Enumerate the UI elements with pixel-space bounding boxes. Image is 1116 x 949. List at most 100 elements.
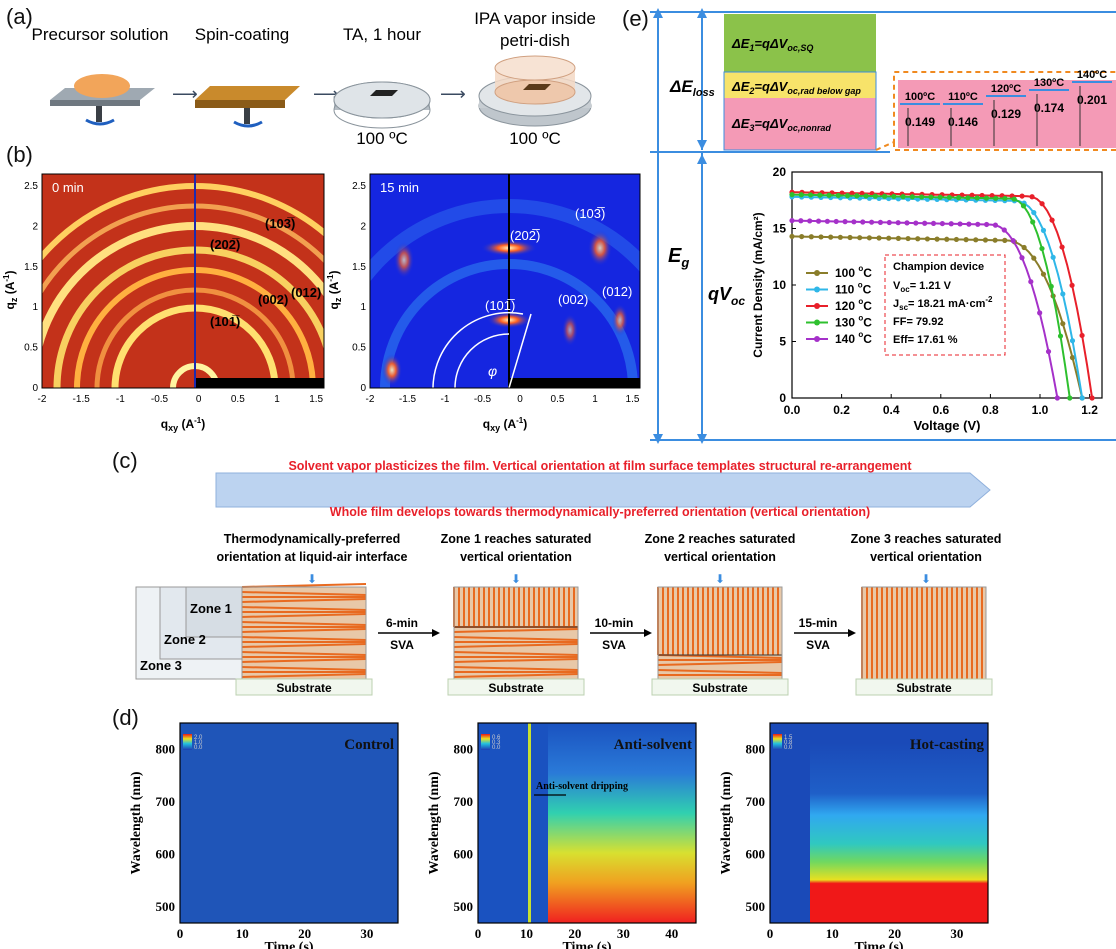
d-y-tick: 600 — [746, 847, 766, 862]
nonrad-temp: 130ºC — [1034, 77, 1064, 89]
jv-marker — [1069, 338, 1076, 344]
jv-marker — [1010, 238, 1016, 244]
jv-marker — [975, 221, 981, 227]
d-y-tick: 700 — [156, 794, 176, 809]
x-tick: 1.5 — [626, 394, 640, 405]
jv-marker — [1089, 395, 1095, 401]
jv-marker — [851, 219, 857, 225]
jv-marker — [992, 222, 999, 228]
panel-a-schematic: Precursor solution Spin-coating TA, 1 ho… — [31, 9, 595, 148]
jv-marker — [1069, 355, 1076, 361]
peak-002-left: (002) — [258, 292, 288, 307]
jv-x-tick: 1.2 — [1081, 403, 1098, 417]
peak-101-left: (101̅) — [210, 314, 240, 329]
peak-103-left: (103̅) — [265, 216, 295, 231]
d-y-tick: 700 — [746, 794, 766, 809]
jv-marker — [1039, 245, 1045, 252]
jv-marker — [924, 236, 931, 242]
jv-marker — [872, 193, 878, 199]
e1-label: ΔE1=qΔVoc,SQ — [731, 36, 813, 53]
step-label-ta: TA, 1 hour — [343, 25, 421, 44]
x-tick: -2 — [366, 394, 375, 405]
jv-marker — [909, 194, 915, 200]
jv-marker — [913, 220, 919, 226]
jv-marker — [983, 195, 990, 201]
champion-ff: FF= 79.92 — [893, 316, 943, 328]
peak-002-right: (002) — [558, 292, 588, 307]
svg-text:⬇: ⬇ — [921, 572, 931, 586]
zone-1-label: Zone 1 — [190, 601, 232, 616]
d-y-tick: 500 — [454, 899, 474, 914]
champion-title: Champion device — [893, 261, 984, 273]
jv-marker — [895, 235, 901, 241]
jv-marker — [993, 195, 999, 201]
y-tick: 2 — [360, 221, 366, 232]
jv-marker — [983, 221, 990, 228]
champion-jsc: Jsc= 18.21 mA·cm-2 — [893, 295, 993, 312]
sva-label: 6-min — [386, 616, 418, 630]
jv-marker — [1057, 333, 1064, 339]
jv-marker — [799, 233, 805, 240]
jv-marker — [847, 234, 853, 241]
temp-label-b: 100 ºC — [509, 129, 561, 148]
jv-x-tick: 0.2 — [833, 403, 850, 417]
jv-marker — [837, 234, 843, 240]
jv-marker — [979, 192, 985, 199]
eg-label: Eg — [668, 245, 689, 270]
y-tick: 1 — [360, 302, 366, 313]
jv-marker — [948, 221, 954, 227]
jv-marker — [946, 194, 952, 201]
jv-marker — [808, 234, 814, 240]
jv-marker — [939, 220, 945, 227]
x-tick: 0 — [196, 394, 202, 405]
jv-marker — [963, 237, 969, 243]
jv-marker — [989, 192, 995, 199]
jv-xlabel: Voltage (V) — [914, 418, 981, 433]
peak-101-right: (101̅) — [485, 298, 515, 313]
zone-2-label: Zone 2 — [164, 632, 206, 647]
jv-marker — [1020, 203, 1027, 209]
jv-x-tick: 0.8 — [982, 403, 999, 417]
jv-marker — [1079, 332, 1085, 339]
y-tick: 2.5 — [24, 181, 38, 192]
svg-text:⟶: ⟶ — [440, 84, 466, 104]
scale-tick: 0.3 — [492, 740, 501, 746]
jv-marker — [957, 221, 963, 227]
nonrad-temp: 120ºC — [991, 83, 1021, 95]
substrate-label: Substrate — [692, 681, 748, 695]
jv-marker — [1048, 283, 1054, 290]
nonrad-temp: 110ºC — [948, 91, 978, 103]
peak-202-right: (202̅) — [510, 228, 540, 243]
d-y-tick: 800 — [746, 741, 766, 756]
step-label-ipa-line2: petri-dish — [500, 31, 570, 50]
jv-marker — [817, 192, 823, 198]
d-xlabel: Time (s) — [562, 940, 611, 949]
d-x-tick: 10 — [826, 926, 839, 941]
jv-marker — [915, 236, 921, 242]
jv-marker — [824, 218, 830, 224]
jv-marker — [1060, 291, 1066, 297]
panel-b-label: (b) — [6, 142, 33, 167]
jv-marker — [922, 220, 928, 226]
y-tick: 0.5 — [24, 343, 38, 354]
jv-marker — [1049, 217, 1055, 223]
champion-box — [884, 254, 1006, 356]
svg-text:⬇: ⬇ — [715, 572, 725, 586]
jv-marker — [860, 219, 866, 225]
jv-marker — [863, 193, 869, 199]
stage-title: Zone 1 reaches saturated — [441, 532, 592, 546]
jv-x-tick: 1.0 — [1032, 403, 1049, 417]
step-label-precursor: Precursor solution — [31, 25, 168, 44]
x-tick: 0.5 — [231, 394, 245, 405]
jv-marker — [969, 192, 975, 198]
jv-marker — [1019, 255, 1025, 261]
jv-x-tick: 0.0 — [784, 403, 801, 417]
y-tick: 2.5 — [352, 181, 366, 192]
jv-marker — [930, 220, 937, 227]
d-x-tick: 10 — [520, 926, 533, 941]
hotplate-icon — [333, 81, 431, 129]
panel-d-label: (d) — [112, 705, 139, 730]
nonrad-temp: 100ºC — [905, 91, 935, 103]
jv-marker — [798, 192, 804, 198]
jv-marker — [859, 190, 865, 197]
